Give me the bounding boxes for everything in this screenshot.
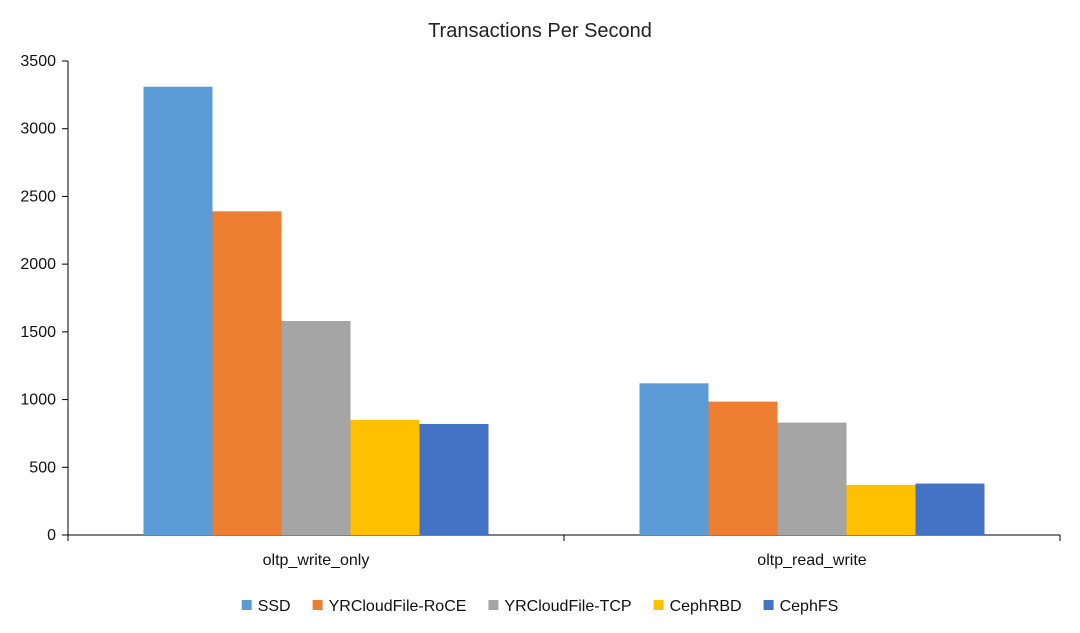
legend: SSD YRCloudFile-RoCE YRCloudFile-TCP CephRB… (241, 598, 839, 615)
legend-label: CephFS (780, 598, 839, 615)
chart-title: Transactions Per Second (428, 20, 652, 42)
legend-label: SSD (258, 598, 291, 615)
bar-cephrbd-oltp-read-write (846, 484, 916, 535)
y-tick-label: 1000 (20, 392, 56, 409)
bar-yrcloudfile-tcp-oltp-read-write (777, 422, 847, 535)
y-tick-label: 500 (29, 459, 56, 476)
bar-cephfs-oltp-read-write (915, 483, 985, 535)
y-tick-label: 3000 (20, 121, 56, 138)
legend-swatch (653, 600, 664, 610)
legend-label: YRCloudFile-RoCE (329, 598, 467, 615)
legend-label: CephRBD (670, 598, 742, 615)
y-axis: 0 500 1000 1500 2000 2500 3000 3500 (20, 53, 69, 544)
bars-group (143, 86, 985, 535)
bar-ssd-oltp-write-only (143, 86, 213, 535)
legend-swatch (763, 600, 774, 610)
bar-yrcloudfile-roce-oltp-write-only (212, 211, 282, 535)
y-tick-label: 2500 (20, 188, 56, 205)
y-tick-label: 3500 (20, 53, 56, 70)
bar-yrcloudfile-tcp-oltp-write-only (281, 321, 351, 535)
bar-yrcloudfile-roce-oltp-read-write (708, 401, 778, 535)
legend-label: YRCloudFile-TCP (504, 598, 631, 615)
legend-swatch (312, 600, 323, 610)
bar-ssd-oltp-read-write (639, 383, 709, 535)
y-tick-label: 0 (47, 527, 56, 544)
x-category-label: oltp_read_write (757, 552, 867, 569)
y-tick-label: 2000 (20, 256, 56, 273)
x-axis: oltp_write_only oltp_read_write (67, 534, 1061, 569)
bar-cephrbd-oltp-write-only (350, 419, 420, 535)
legend-swatch (488, 600, 499, 610)
x-category-label: oltp_write_only (263, 552, 370, 569)
bar-cephfs-oltp-write-only (419, 423, 489, 535)
y-tick-label: 1500 (20, 324, 56, 341)
legend-swatch (241, 600, 252, 610)
